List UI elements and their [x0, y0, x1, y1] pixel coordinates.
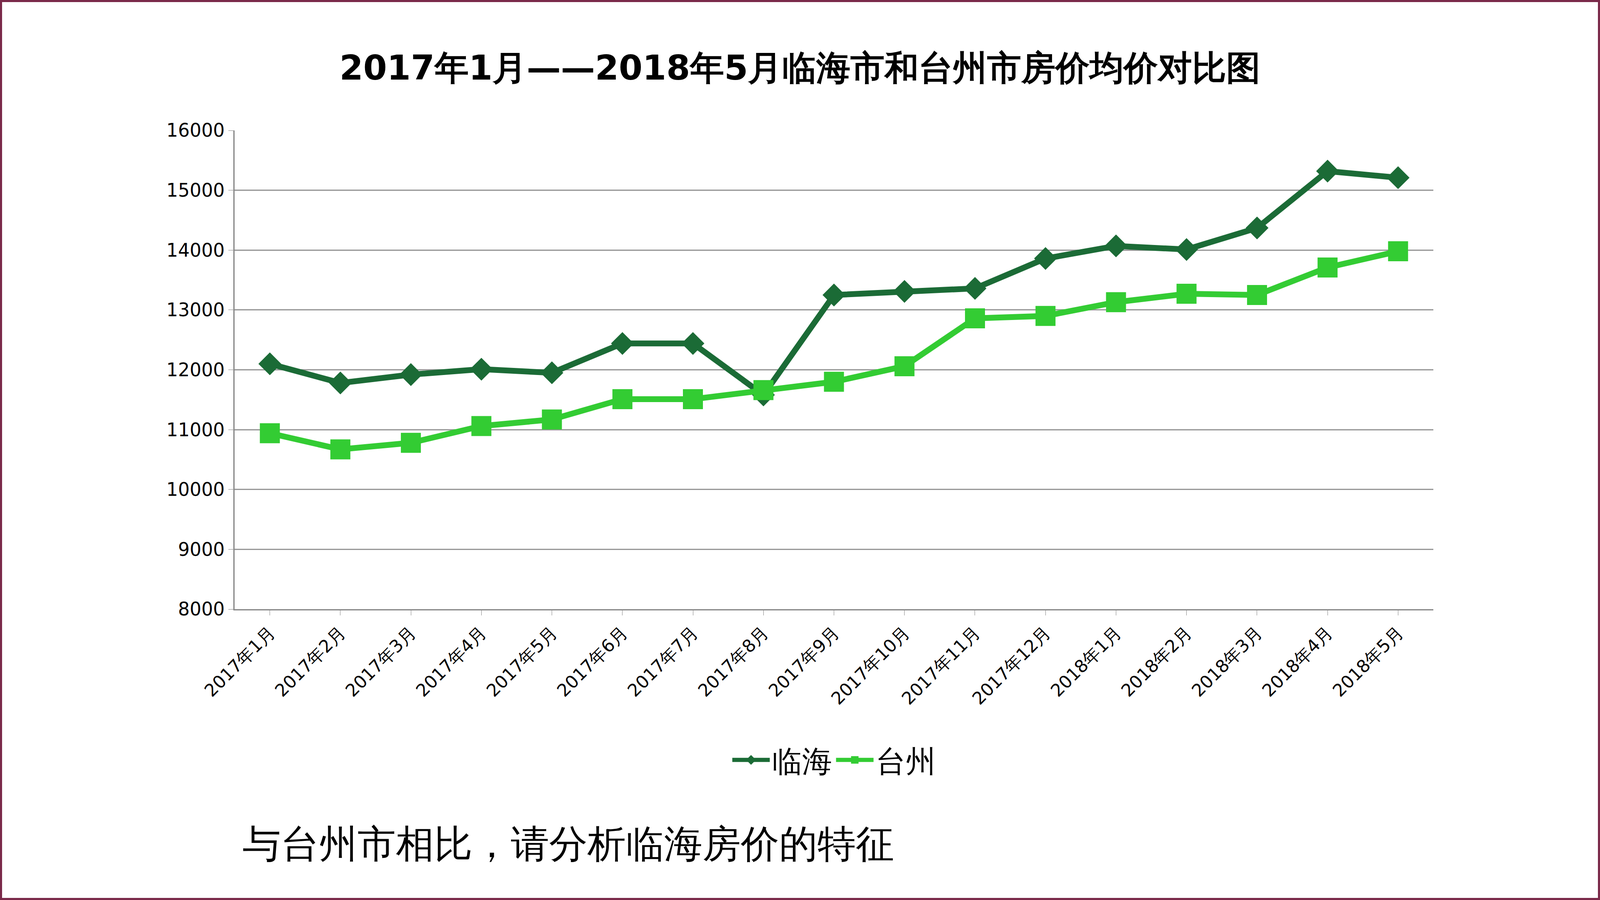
svg-text:10000: 10000: [166, 478, 225, 500]
svg-text:2017年8月: 2017年8月: [694, 622, 773, 702]
svg-text:2018年4月: 2018年4月: [1258, 622, 1338, 702]
svg-text:与台州市相比，请分析临海房价的特征: 与台州市相比，请分析临海房价的特征: [242, 821, 895, 867]
svg-text:2017年1月——2018年5月临海市和台州市房价均价对比图: 2017年1月——2018年5月临海市和台州市房价均价对比图: [339, 47, 1261, 88]
svg-text:12000: 12000: [166, 359, 225, 381]
svg-text:11000: 11000: [166, 419, 225, 441]
svg-text:2018年2月: 2018年2月: [1117, 622, 1196, 702]
svg-text:2018年3月: 2018年3月: [1187, 622, 1267, 702]
svg-text:2017年4月: 2017年4月: [412, 622, 491, 702]
svg-text:2017年9月: 2017年9月: [764, 622, 844, 702]
svg-text:2017年5月: 2017年5月: [482, 622, 562, 702]
svg-text:2017年12月: 2017年12月: [968, 622, 1055, 709]
svg-text:2017年2月: 2017年2月: [270, 622, 350, 702]
svg-text:16000: 16000: [166, 119, 225, 141]
svg-text:临海: 临海: [772, 743, 833, 779]
svg-text:8000: 8000: [177, 598, 225, 620]
svg-text:2018年5月: 2018年5月: [1328, 622, 1408, 702]
svg-text:13000: 13000: [166, 299, 225, 321]
svg-text:台州: 台州: [875, 743, 936, 779]
svg-text:15000: 15000: [166, 179, 225, 201]
svg-text:2017年10月: 2017年10月: [827, 622, 914, 709]
svg-text:2017年3月: 2017年3月: [341, 622, 420, 702]
svg-text:2017年11月: 2017年11月: [897, 622, 984, 709]
svg-text:9000: 9000: [177, 538, 225, 560]
svg-text:2017年7月: 2017年7月: [623, 622, 703, 702]
svg-text:2018年1月: 2018年1月: [1046, 622, 1126, 702]
svg-text:14000: 14000: [166, 239, 225, 261]
svg-text:2017年1月: 2017年1月: [200, 622, 280, 702]
svg-text:2017年6月: 2017年6月: [552, 622, 632, 702]
